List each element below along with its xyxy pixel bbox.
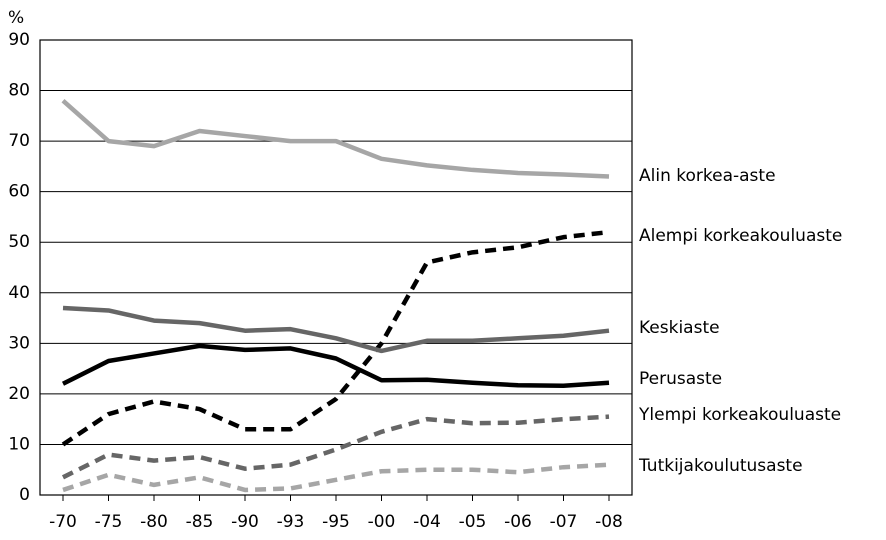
x-tick-label: -75 <box>95 512 123 532</box>
series-line <box>61 343 610 389</box>
series-label: Ylempi korkeakouluaste <box>638 405 841 425</box>
series-line <box>62 462 610 493</box>
x-tick-label: -95 <box>322 512 350 532</box>
series-line <box>61 98 610 179</box>
y-tick-label: 20 <box>8 384 30 404</box>
x-tick-label: -93 <box>277 512 305 532</box>
y-tick-label: 70 <box>8 131 30 151</box>
x-tick-label: -70 <box>49 512 77 532</box>
x-tick-label: -04 <box>413 512 441 532</box>
series-label: Perusaste <box>639 369 722 389</box>
series-label: Alin korkea-aste <box>639 166 776 186</box>
y-tick-label: 50 <box>8 232 30 252</box>
series-line <box>62 305 610 354</box>
y-tick-label: 60 <box>8 182 30 202</box>
y-tick-label: 40 <box>8 283 30 303</box>
x-tick-label: -80 <box>140 512 168 532</box>
y-tick-label: 90 <box>8 30 30 50</box>
x-tick-label: -05 <box>459 512 487 532</box>
series-line <box>61 229 610 447</box>
x-tick-label: -90 <box>231 512 259 532</box>
y-tick-label: 80 <box>8 81 30 101</box>
series-label: Keskiaste <box>639 318 720 338</box>
x-tick-label: -07 <box>550 512 578 532</box>
x-tick-label: -06 <box>504 512 532 532</box>
y-axis-label: % <box>8 8 24 28</box>
y-tick-label: 0 <box>19 485 30 505</box>
y-tick-label: 30 <box>8 333 30 353</box>
x-tick-label: -00 <box>368 512 396 532</box>
plot-frame <box>39 39 633 496</box>
y-tick-label: 10 <box>8 434 30 454</box>
x-tick-label: -85 <box>186 512 214 532</box>
series-label: Tutkijakoulutusaste <box>638 456 803 476</box>
x-tick-label: -08 <box>595 512 623 532</box>
series-line <box>61 414 610 480</box>
series-label: Alempi korkeakouluaste <box>639 226 842 246</box>
